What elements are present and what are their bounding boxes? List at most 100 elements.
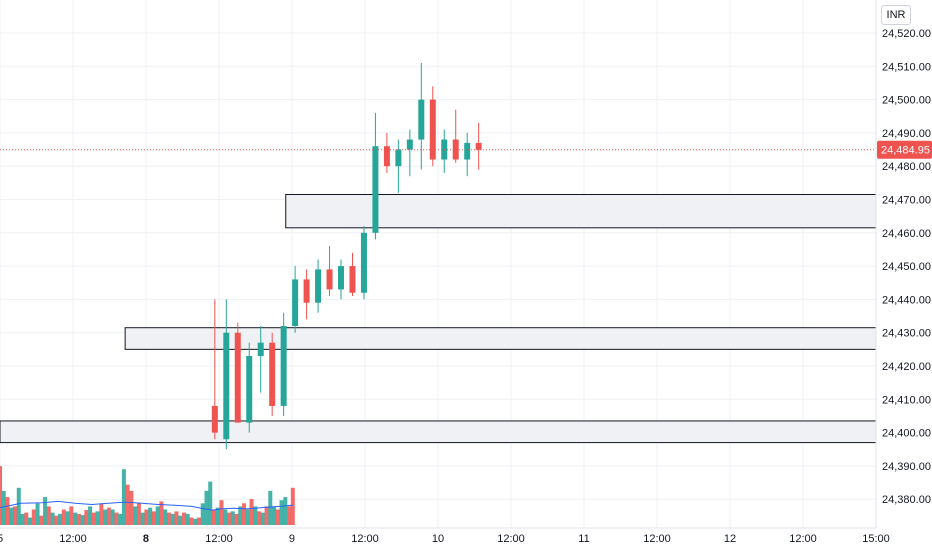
candle-body <box>292 279 299 327</box>
candle-body <box>395 149 402 167</box>
volume-bar <box>103 509 108 525</box>
volume-bar <box>275 509 280 525</box>
y-tick-label: 24,420.00 <box>882 361 931 373</box>
volume-bar <box>148 507 153 525</box>
volume-bar <box>230 511 235 525</box>
volume-layer <box>0 466 295 525</box>
y-tick-label: 24,480.00 <box>882 161 931 173</box>
volume-bar <box>106 507 111 525</box>
volume-bar <box>129 490 134 525</box>
candle-body <box>418 99 425 140</box>
volume-bar <box>50 512 55 525</box>
volume-bar <box>73 512 78 525</box>
volume-bar <box>260 512 265 525</box>
zone-layer <box>0 194 877 444</box>
y-tick-label: 24,500.00 <box>882 95 931 107</box>
currency-badge[interactable]: INR <box>881 5 911 25</box>
volume-bar <box>1 490 6 525</box>
volume-bar <box>208 481 213 525</box>
volume-bar <box>279 500 284 525</box>
candle-body <box>211 405 218 433</box>
last-price-label: 24,484.95 <box>881 145 930 157</box>
candle-body <box>452 139 459 160</box>
volume-bar <box>166 512 171 525</box>
volume-bar <box>9 507 14 525</box>
volume-bar <box>287 506 292 525</box>
x-axis-layer[interactable]: 5 12:00 8 12:00 9 12:00 10 12:00 11 12:00 12 12:00 1… <box>0 527 890 545</box>
volume-bar <box>253 506 258 525</box>
candle-body <box>223 332 230 440</box>
volume-bar <box>200 503 205 525</box>
volume-bar <box>272 506 277 525</box>
volume-bar <box>196 517 201 525</box>
volume-bar <box>227 512 232 525</box>
volume-bar <box>163 509 168 525</box>
y-tick-label: 24,510.00 <box>882 61 931 73</box>
volume-bar <box>43 497 48 525</box>
volume-bar <box>69 506 74 525</box>
volume-bar <box>290 487 295 525</box>
candle-body <box>406 139 413 150</box>
volume-bar <box>264 506 269 525</box>
y-tick-label: 24,400.00 <box>882 428 931 440</box>
volume-bar <box>151 511 156 525</box>
volume-bar <box>238 506 243 525</box>
volume-bar <box>234 513 239 525</box>
volume-bar <box>211 509 216 525</box>
x-tick-label: 12:00 <box>789 533 817 545</box>
volume-bar <box>13 506 18 525</box>
y-tick-label: 24,410.00 <box>882 394 931 406</box>
volume-bar <box>215 507 220 525</box>
y-axis-layer[interactable]: 24,520.00 24,510.00 24,500.00 24,490.00 24,4… <box>875 0 931 528</box>
volume-bar <box>283 497 288 525</box>
volume-bar <box>219 500 224 525</box>
x-tick-label: 10 <box>432 533 444 545</box>
candle-body <box>269 342 276 406</box>
last-price-badge <box>877 140 932 159</box>
y-tick-label: 24,380.00 <box>882 494 931 506</box>
volume-bar <box>39 515 44 525</box>
candle-body <box>372 146 379 233</box>
volume-bar <box>0 466 2 525</box>
volume-bar <box>91 512 96 525</box>
candle-body <box>383 146 390 167</box>
y-tick-label: 24,390.00 <box>882 461 931 473</box>
x-tick-label: 12 <box>724 533 736 545</box>
candle-body <box>338 266 345 290</box>
y-tick-label: 24,460.00 <box>882 228 931 240</box>
volume-bar <box>58 513 63 525</box>
price-line-layer: 24,484.95 <box>0 140 932 159</box>
y-tick-label: 24,440.00 <box>882 294 931 306</box>
volume-bar <box>28 517 33 525</box>
volume-bar <box>223 509 228 525</box>
volume-bar <box>249 498 254 525</box>
candle-body <box>280 326 287 406</box>
ma-line <box>0 500 293 511</box>
volume-bar <box>181 512 186 525</box>
candle-body <box>315 269 322 303</box>
volume-bar <box>155 506 160 525</box>
candle-body <box>326 269 333 290</box>
volume-bar <box>268 490 273 525</box>
y-tick-label: 24,450.00 <box>882 261 931 273</box>
volume-bar <box>35 503 40 525</box>
grid-layer <box>0 0 877 528</box>
volume-bar <box>242 503 247 525</box>
y-tick-label: 24,490.00 <box>882 128 931 140</box>
y-tick-label: 24,470.00 <box>882 195 931 207</box>
candle-body <box>234 332 241 423</box>
volume-bar <box>185 513 190 525</box>
x-tick-label: 12:00 <box>497 533 525 545</box>
x-tick-label: 5 <box>0 533 3 545</box>
volume-bar <box>61 509 66 525</box>
volume-bar <box>121 469 126 525</box>
ma-layer <box>0 500 293 511</box>
volume-bar <box>159 501 164 525</box>
candle-layer <box>211 62 482 450</box>
volume-bar <box>20 513 25 525</box>
volume-bar <box>95 511 100 525</box>
candle-body <box>464 142 471 160</box>
volume-bar <box>84 510 89 525</box>
